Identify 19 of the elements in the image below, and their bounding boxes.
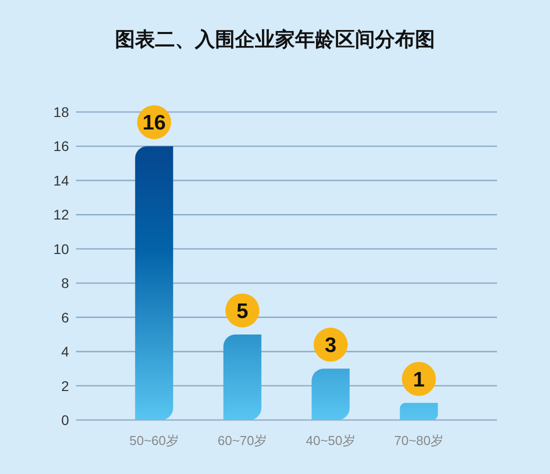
y-tick-label: 10 [53,240,70,257]
data-label: 5 [236,300,249,323]
y-tick-label: 6 [61,309,70,326]
y-tick-label: 2 [61,378,70,394]
y-tick-label: 12 [53,206,70,223]
chart-title: 图表二、入围企业家年龄区间分布图 [115,28,435,51]
data-label: 3 [324,334,336,358]
x-tick-label: 60~70岁 [218,433,268,448]
data-label: 16 [142,112,166,135]
y-tick-label: 8 [61,275,70,292]
x-tick-label: 40~50岁 [306,433,356,448]
y-tick-label: 16 [53,138,70,154]
x-tick-label: 50~60岁 [129,433,179,448]
y-tick-label: 0 [61,412,70,428]
data-label: 1 [413,368,426,392]
y-tick-label: 18 [53,104,70,120]
x-tick-label: 70~80岁 [394,433,444,448]
y-tick-label: 4 [61,344,70,360]
y-tick-label: 14 [53,172,70,188]
